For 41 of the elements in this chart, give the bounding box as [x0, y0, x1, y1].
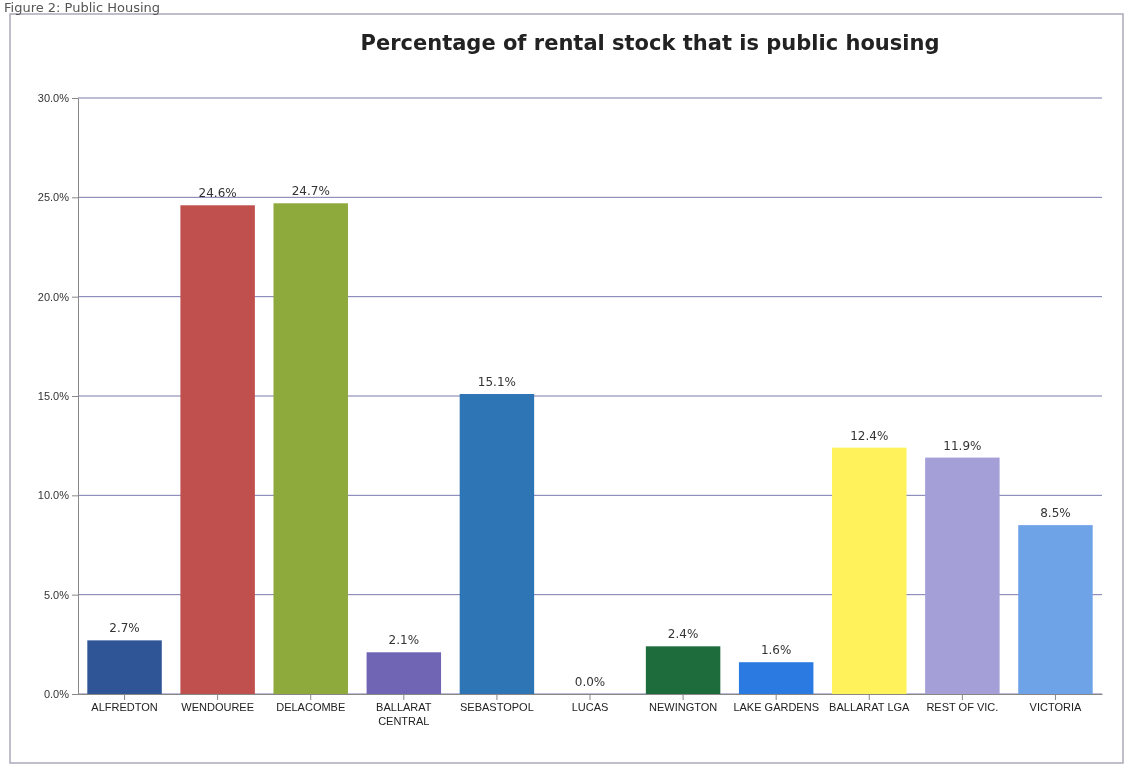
data-label: 24.6% [198, 186, 237, 201]
x-tick-label: DELACOMBE [276, 700, 346, 713]
x-tick-label: WENDOUREE [181, 700, 254, 713]
bar [273, 203, 348, 694]
bar [459, 394, 535, 694]
data-label: 11.9% [943, 438, 982, 453]
data-label: 2.4% [667, 627, 699, 642]
bar [738, 662, 814, 694]
data-label: 2.7% [109, 621, 140, 636]
y-tick-label: 5.0% [43, 588, 70, 601]
bar [180, 205, 255, 694]
caption: Figure 2: Public Housing [4, 0, 161, 15]
x-tick-label: REST OF VIC. [926, 700, 999, 713]
x-tick-label: LUCAS [571, 700, 609, 713]
y-tick-label: 10.0% [37, 489, 70, 502]
data-label: 0.0% [574, 675, 606, 689]
data-label: 15.1% [477, 375, 516, 390]
chart-title: Percentage of rental stock that is public housing [360, 31, 940, 55]
data-label: 8.5% [1040, 506, 1071, 521]
bar [645, 646, 721, 694]
bar [832, 447, 907, 694]
x-tick-label: BALLARAT CENTRAL [376, 700, 432, 727]
y-tick-label: 30.0% [37, 92, 70, 105]
x-tick-label: BALLARAT LGA [829, 700, 911, 713]
data-label: 12.4% [850, 428, 889, 443]
x-tick-label: SEBASTOPOL [460, 700, 534, 713]
y-tick-label: 25.0% [37, 191, 70, 204]
data-label: 2.1% [388, 633, 420, 648]
x-tick-label: NEWINGTON [648, 700, 718, 713]
x-tick-label: LAKE GARDENS [733, 700, 819, 713]
bar [366, 652, 442, 694]
data-label: 24.7% [291, 184, 330, 199]
x-tick-label: ALFREDTON [91, 700, 158, 713]
y-tick-label: 15.0% [37, 390, 70, 403]
data-label: 1.6% [760, 643, 792, 658]
y-tick-label: 20.0% [37, 290, 70, 303]
x-tick-label: VICTORIA [1029, 700, 1082, 713]
bar [1018, 525, 1093, 694]
bar [87, 640, 162, 694]
bar [925, 457, 1000, 694]
y-tick-label: 0.0% [43, 688, 70, 701]
